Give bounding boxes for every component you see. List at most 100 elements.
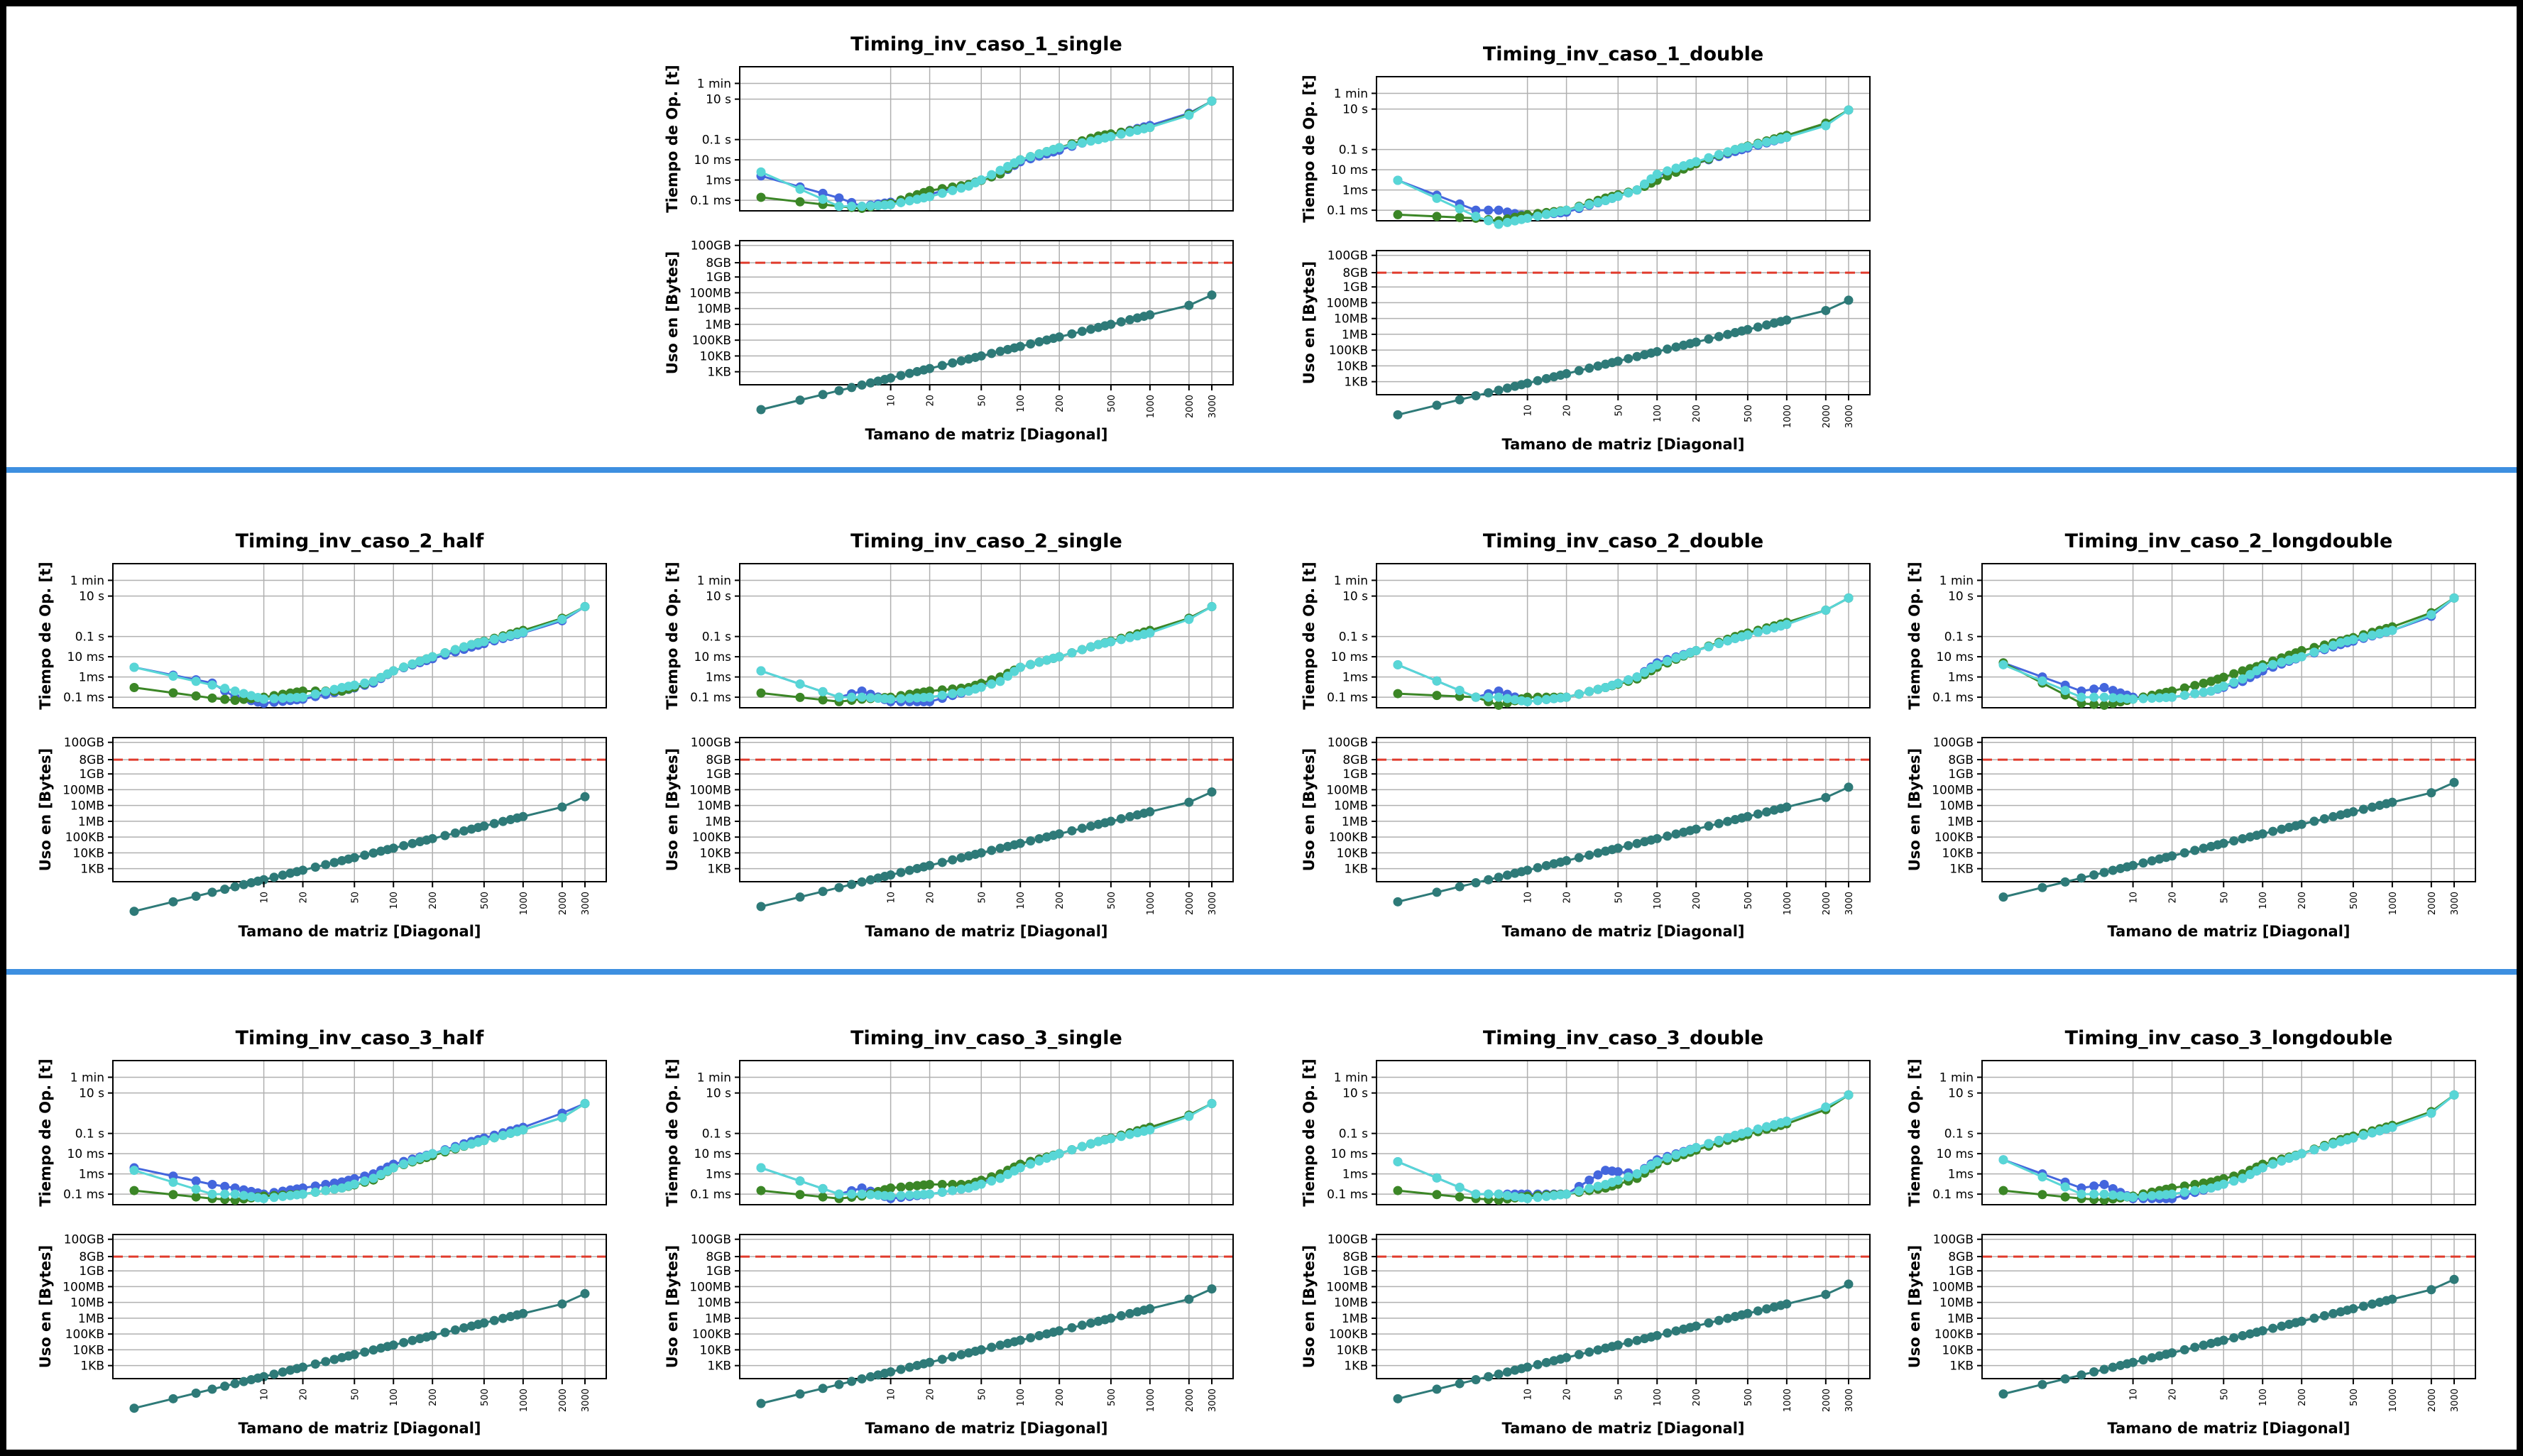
data-point xyxy=(399,1337,409,1347)
time-subplot: 0.1 ms 1ms 10 ms 0.1 s 10 s 1 min Tiempo de Op… xyxy=(664,1058,1234,1207)
mem-tick-label: 1MB xyxy=(1342,815,1368,829)
data-point xyxy=(756,192,766,202)
data-point xyxy=(2218,838,2228,848)
data-point xyxy=(1704,642,1714,652)
time-tick-label: 10 ms xyxy=(1331,1147,1369,1161)
data-point xyxy=(1714,819,1724,828)
data-point xyxy=(1632,1335,1642,1345)
mem-tick-label: 100KB xyxy=(1329,344,1368,358)
time-tick-label: 1ms xyxy=(1342,184,1368,198)
data-point xyxy=(1574,1350,1584,1359)
x-tick-label: 500 xyxy=(1107,892,1117,909)
data-point xyxy=(904,1181,914,1191)
time-series-cyan xyxy=(1998,593,2459,704)
data-point xyxy=(1502,217,1512,227)
x-tick-label: 10 xyxy=(260,892,270,904)
mem-tick-label: 10KB xyxy=(1942,1343,1974,1357)
data-point xyxy=(2147,1353,2157,1363)
chart-panel: Timing_inv_caso_2_double 0.1 ms 1ms 10 ms 0.… xyxy=(1270,503,1909,958)
data-point xyxy=(191,1388,201,1398)
x-tick-label: 2000 xyxy=(558,1389,569,1412)
x-tick-label: 200 xyxy=(2297,1389,2308,1406)
data-point xyxy=(1624,1172,1633,1182)
data-point xyxy=(886,1191,896,1201)
series-line xyxy=(760,606,1213,703)
series-line xyxy=(1397,597,1849,703)
data-point xyxy=(912,1181,922,1190)
data-point xyxy=(2155,1190,2164,1200)
data-point xyxy=(1652,833,1662,843)
data-point xyxy=(1821,792,1831,802)
data-point xyxy=(2108,686,2118,696)
mem-tick-label: 10KB xyxy=(1337,846,1368,860)
data-point xyxy=(360,1176,370,1186)
time-tick-label: 1ms xyxy=(706,174,731,188)
time-ylabel: Tiempo de Op. [t] xyxy=(1301,75,1318,222)
data-point xyxy=(925,363,935,373)
x-tick-label: 100 xyxy=(1653,1389,1663,1406)
data-point xyxy=(1998,659,2008,669)
time-ylabel: Tiempo de Op. [t] xyxy=(1301,562,1318,709)
data-point xyxy=(239,689,248,699)
data-point xyxy=(2099,1364,2109,1374)
time-tick-label: 0.1 s xyxy=(1339,143,1368,158)
data-point xyxy=(2328,1139,2338,1149)
data-point xyxy=(2199,687,2209,697)
mem-tick-label: 100MB xyxy=(689,286,731,300)
data-point xyxy=(886,694,896,704)
series-line xyxy=(760,1102,1213,1198)
time-axes-frame xyxy=(112,563,607,708)
data-point xyxy=(2358,804,2368,814)
data-point xyxy=(2277,1321,2287,1331)
data-point xyxy=(2167,851,2177,861)
data-point xyxy=(925,1357,935,1367)
data-point xyxy=(896,1190,906,1200)
data-point xyxy=(1562,205,1572,215)
data-point xyxy=(937,1180,947,1190)
time-tick-label: 10 s xyxy=(706,93,731,107)
data-point xyxy=(1077,645,1087,655)
x-tick-label: 50 xyxy=(977,395,987,407)
data-point xyxy=(2268,659,2278,669)
data-point xyxy=(995,165,1005,175)
x-tick-label: 50 xyxy=(350,1389,361,1401)
mem-tick-label: 1GB xyxy=(706,270,731,285)
data-point xyxy=(1663,166,1673,176)
time-axes-frame xyxy=(739,66,1234,212)
data-point xyxy=(2348,807,2358,817)
chart-panel: Timing_inv_caso_3_longdouble 0.1 ms 1ms 10 … xyxy=(1876,1000,2514,1455)
x-tick-label: 500 xyxy=(1107,395,1117,412)
time-tick-label: 1ms xyxy=(1342,1168,1368,1182)
data-point xyxy=(2099,867,2109,877)
data-point xyxy=(847,1376,857,1386)
time-tick-label: 1 min xyxy=(70,574,104,588)
data-point xyxy=(1077,1320,1087,1330)
time-tick-label: 10 ms xyxy=(1937,650,1974,664)
data-point xyxy=(1714,332,1724,341)
data-point xyxy=(1782,315,1792,325)
time-series-cyan xyxy=(756,602,1217,704)
data-point xyxy=(818,1384,828,1394)
time-ylabel: Tiempo de Op. [t] xyxy=(664,562,681,709)
data-point xyxy=(1632,351,1642,361)
data-point xyxy=(756,405,766,415)
series-line xyxy=(1397,109,1849,218)
mem-tick-label: 8GB xyxy=(79,1250,104,1264)
x-tick-label: 100 xyxy=(1653,892,1663,909)
series-line xyxy=(2003,597,2455,706)
x-tick-label: 50 xyxy=(1614,1389,1624,1401)
data-point xyxy=(440,1328,450,1337)
data-point xyxy=(1753,1124,1763,1134)
x-tick-label: 10 xyxy=(887,892,897,904)
x-tick-label: 50 xyxy=(350,892,361,904)
time-axes-frame xyxy=(1981,1060,2476,1205)
data-point xyxy=(2348,1304,2358,1314)
data-point xyxy=(388,1340,398,1350)
chart-title: Timing_inv_caso_3_single xyxy=(850,1027,1122,1049)
data-point xyxy=(834,1189,844,1199)
data-point xyxy=(2147,694,2157,704)
mem-tick-label: 100MB xyxy=(1326,296,1368,310)
time-tick-label: 10 s xyxy=(1342,1087,1368,1101)
